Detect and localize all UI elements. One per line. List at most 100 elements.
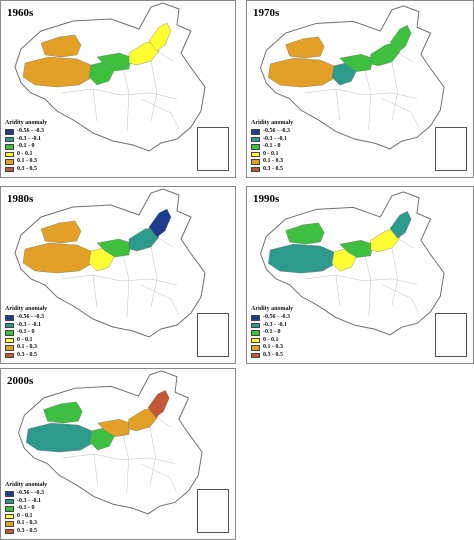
legend-item: 0.1 - 0.3 — [5, 344, 47, 352]
south-china-sea-inset — [197, 489, 229, 533]
region-tarim — [26, 422, 95, 453]
legend-title: Aridity anomaly — [251, 119, 294, 126]
legend-title: Aridity anomaly — [5, 305, 48, 312]
legend-item: -0.3 - -0.1 — [5, 322, 47, 330]
legend: Aridity anomaly -0.56 - -0.3 -0.3 - -0.1-… — [251, 306, 293, 360]
legend-label: 0.1 - 0.3 — [263, 158, 283, 164]
legend-label: -0.1 - 0 — [17, 143, 35, 149]
legend-swatch — [251, 159, 260, 165]
legend-item: 0.3 - 0.5 — [5, 528, 47, 536]
region-northeast — [147, 389, 170, 418]
region-dzungaria — [285, 36, 325, 59]
region-tarim — [22, 56, 94, 88]
region-tarim — [268, 243, 337, 274]
legend-item: -0.3 - -0.1 — [251, 136, 293, 144]
dryland-regions — [22, 208, 172, 274]
province-borders — [304, 238, 420, 316]
legend-swatch — [5, 129, 14, 135]
south-china-sea-inset — [197, 313, 229, 357]
legend-label: 0.3 - 0.5 — [17, 351, 37, 358]
decade-label: 1970s — [253, 7, 280, 19]
legend-item: -0.56 - -0.3 — [5, 314, 47, 322]
legend-swatch — [5, 322, 14, 328]
region-mongolia-west — [339, 54, 373, 72]
dryland-regions — [268, 25, 412, 88]
region-northeast — [389, 25, 412, 53]
dryland-regions — [268, 211, 412, 274]
legend-label: 0.3 - 0.5 — [17, 165, 37, 172]
legend-label: 0.3 - 0.5 — [263, 351, 283, 358]
legend-label: -0.3 - -0.1 — [17, 135, 41, 142]
legend-swatch — [251, 352, 260, 358]
region-tarim — [268, 57, 337, 88]
decade-label: 1960s — [7, 7, 34, 19]
legend-swatch — [251, 129, 260, 135]
panel-1960s: 1960s Aridity anomaly -0.56 - -0.3 -0.3 -… — [0, 0, 236, 178]
china-map — [260, 5, 445, 150]
legend-label: 0 - 0.1 — [17, 336, 33, 343]
legend-swatch — [5, 337, 14, 343]
region-mongolia-east — [370, 228, 400, 253]
legend-label: -0.3 - -0.1 — [263, 135, 287, 142]
legend-label: -0.56 - -0.3 — [17, 128, 44, 134]
legend-item: 0 - 0.1 — [5, 513, 47, 521]
dryland-regions — [22, 22, 172, 88]
region-mongolia-west — [96, 238, 132, 258]
legend-item: 0 - 0.1 — [251, 151, 293, 159]
legend-label: -0.3 - -0.1 — [17, 497, 41, 504]
legend-item: -0.1 - 0 — [251, 143, 293, 151]
panel-2000s: 2000s Aridity anomaly -0.56 - -0.3 -0.3 -… — [0, 368, 236, 540]
legend-title: Aridity anomaly — [251, 305, 294, 312]
legend-label: 0 - 0.1 — [17, 150, 33, 157]
region-dzungaria — [285, 222, 325, 245]
legend-label: -0.1 - 0 — [263, 329, 281, 335]
region-dzungaria — [40, 34, 82, 58]
region-northeast — [389, 211, 412, 239]
legend-label: 0.3 - 0.5 — [17, 527, 37, 534]
legend-item: 0.1 - 0.3 — [251, 344, 293, 352]
legend-swatch — [251, 330, 260, 336]
legend-label: 0 - 0.1 — [263, 336, 279, 343]
legend-swatch — [5, 498, 14, 504]
legend-swatch — [251, 315, 260, 321]
south-china-sea-inset — [197, 127, 229, 171]
legend-swatch — [5, 315, 14, 321]
decade-label: 1980s — [7, 193, 34, 205]
legend-item: -0.1 - 0 — [5, 143, 47, 151]
legend-label: 0 - 0.1 — [17, 512, 33, 519]
legend-swatch — [251, 345, 260, 351]
dryland-regions — [26, 389, 170, 453]
legend-item: 0 - 0.1 — [251, 337, 293, 345]
decade-label: 2000s — [7, 375, 34, 387]
legend-item: 0 - 0.1 — [5, 337, 47, 345]
province-borders — [304, 52, 420, 130]
south-china-sea-inset — [435, 313, 467, 357]
china-map — [14, 2, 206, 152]
legend-label: 0 - 0.1 — [263, 150, 279, 157]
region-mongolia-east — [128, 407, 158, 432]
province-borders — [62, 417, 178, 495]
province-borders — [60, 236, 180, 318]
legend-item: -0.56 - -0.3 — [251, 128, 293, 136]
legend-swatch — [5, 352, 14, 358]
legend-item: 0.3 - 0.5 — [5, 352, 47, 360]
legend-item: -0.56 - -0.3 — [251, 314, 293, 322]
legend-label: -0.56 - -0.3 — [263, 314, 290, 320]
legend-item: 0.1 - 0.3 — [251, 158, 293, 166]
legend-swatch — [5, 521, 14, 527]
region-mongolia-east — [128, 40, 160, 66]
legend-label: 0.1 - 0.3 — [17, 520, 37, 526]
legend-swatch — [251, 322, 260, 328]
legend-swatch — [251, 151, 260, 157]
region-mongolia-west — [97, 419, 131, 437]
legend-swatch — [251, 136, 260, 142]
legend-item: 0.3 - 0.5 — [251, 166, 293, 174]
legend-item: -0.1 - 0 — [5, 329, 47, 337]
legend-swatch — [5, 491, 14, 497]
legend: Aridity anomaly -0.56 - -0.3 -0.3 - -0.1-… — [5, 306, 47, 360]
legend-swatch — [5, 166, 14, 172]
legend-item: -0.56 - -0.3 — [5, 128, 47, 136]
